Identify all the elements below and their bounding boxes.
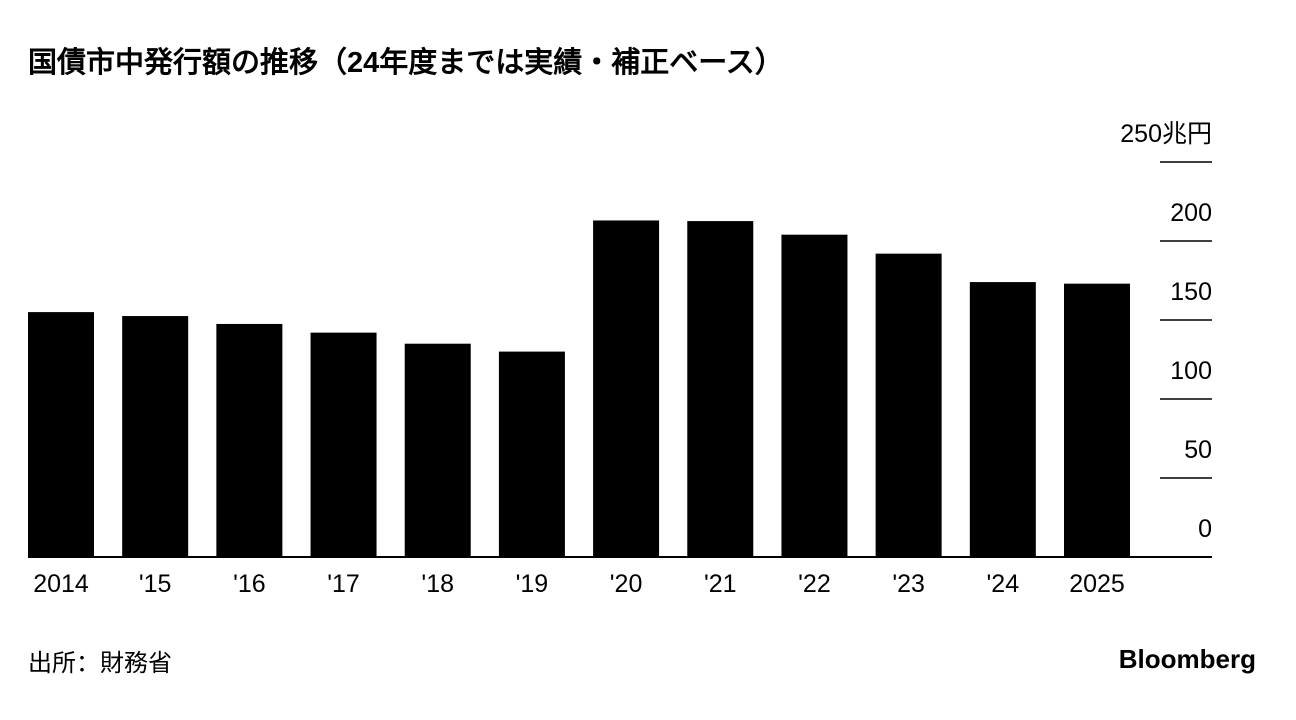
x-tick-label: 2025	[1069, 570, 1125, 598]
chart-title: 国債市中発行額の推移（24年度までは実績・補正ベース）	[28, 45, 784, 79]
x-tick-label: '20	[610, 570, 643, 598]
bar	[1064, 283, 1130, 557]
source: 出所：財務省	[28, 650, 172, 677]
x-tick-label: '15	[139, 570, 172, 598]
bar	[28, 312, 94, 557]
y-tick-label: 150	[1170, 278, 1212, 306]
bar	[310, 332, 377, 557]
brand: Bloomberg	[1119, 644, 1256, 674]
x-tick-label: '18	[421, 570, 454, 598]
bar	[216, 323, 283, 557]
bar	[781, 234, 848, 557]
bar	[593, 220, 660, 557]
x-tick-label: '24	[987, 570, 1020, 598]
x-tick-label: '19	[516, 570, 549, 598]
x-tick-label: 2014	[33, 570, 89, 598]
x-tick-label: '21	[704, 570, 737, 598]
bar	[875, 253, 942, 557]
y-tick-label: 200	[1170, 199, 1212, 227]
x-tick-label: '17	[327, 570, 360, 598]
bar	[498, 351, 565, 557]
y-tick-label: 0	[1198, 515, 1212, 543]
bar	[122, 316, 189, 557]
bar	[687, 221, 754, 558]
y-tick-label: 250兆円	[1120, 120, 1212, 148]
y-tick-label: 50	[1184, 436, 1212, 464]
x-tick-label: '22	[798, 570, 831, 598]
y-tick-label: 100	[1170, 357, 1212, 385]
x-tick-label: '16	[233, 570, 266, 598]
bar	[404, 343, 471, 557]
bar	[969, 282, 1036, 557]
x-tick-label: '23	[892, 570, 925, 598]
